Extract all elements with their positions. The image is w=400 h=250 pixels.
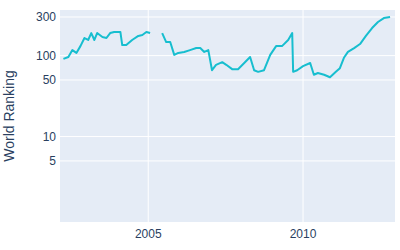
tick-label: 5 — [49, 154, 56, 168]
tick-label: 10 — [43, 130, 57, 144]
tick-label: 300 — [36, 10, 56, 24]
axis-title: World Ranking — [1, 70, 17, 162]
tick-label: 100 — [36, 49, 56, 63]
tick-label: 2005 — [135, 227, 162, 241]
ranking-line — [63, 17, 390, 77]
grid-line — [60, 16, 395, 17]
plot-area — [60, 10, 395, 222]
grid-line — [60, 79, 395, 80]
grid-line — [303, 10, 304, 222]
series-group — [63, 17, 390, 77]
grid-line — [60, 160, 395, 161]
grid-line — [148, 10, 149, 222]
chart: 5 10 50 100 300 2005 2010 World Ranking — [0, 0, 400, 250]
tick-label: 50 — [43, 73, 57, 87]
grid-line — [60, 136, 395, 137]
tick-label: 2010 — [290, 227, 317, 241]
